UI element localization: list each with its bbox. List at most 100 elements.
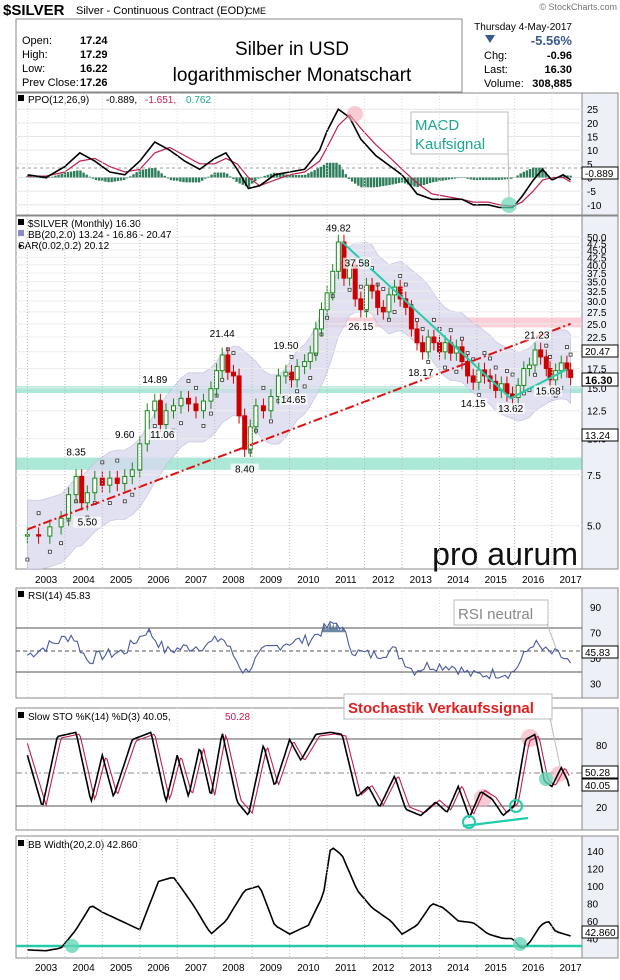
candle-body — [330, 270, 336, 294]
ppo-hist-bar — [201, 177, 204, 181]
ppo-hist-bar — [135, 172, 138, 178]
ppo-hist-bar — [157, 170, 160, 178]
key-level-label: 5.50 — [78, 518, 98, 529]
ppo-hist-bar — [32, 177, 35, 178]
ppo-y-tick: -10 — [587, 201, 602, 212]
rsi-y-tick: 90 — [590, 603, 602, 614]
bb-upper-tag — [581, 344, 619, 358]
candle-body — [307, 352, 313, 363]
sar-dot — [302, 384, 307, 389]
ppo-hist-bar — [503, 177, 507, 180]
key-level-bg — [110, 428, 139, 440]
ppo-hist-bar — [491, 177, 494, 180]
candle-body — [99, 477, 105, 486]
ppo-hist-bar — [304, 174, 307, 178]
ppo-hist-bar — [172, 177, 176, 181]
key-level-label: 26.15 — [348, 322, 373, 333]
x-tick-label: 2011 — [335, 575, 357, 586]
ppo-hist-bar — [357, 177, 360, 186]
key-level-label: 18.17 — [408, 368, 433, 379]
candle-body — [230, 371, 236, 377]
sar-dot — [220, 377, 225, 382]
x-tick-label: 2012 — [372, 575, 395, 586]
ppo-hist-bar — [113, 177, 116, 182]
ppo-hist-bar — [457, 177, 460, 179]
candle-body — [538, 349, 544, 358]
macd-annotation-pointer — [507, 149, 510, 198]
exchange: CME — [246, 6, 266, 16]
stoch-annotation-box — [343, 693, 553, 720]
price-legend-2: SAR(0.02,0.2) 20.12 — [18, 241, 110, 252]
key-level-label: 9.60 — [115, 430, 135, 441]
candle-body — [543, 356, 549, 370]
ppo-value-tag-text: -0.889 — [585, 169, 614, 180]
sar-dot — [544, 343, 549, 348]
ppo-hist-bar — [391, 177, 394, 185]
x-tick-label: 2016 — [522, 575, 545, 586]
candle-body — [476, 369, 482, 383]
candle-body — [358, 298, 364, 311]
key-level-bg — [279, 393, 308, 405]
price-y-tick: 30.0 — [587, 297, 607, 308]
sar-dot — [358, 284, 363, 289]
ppo-hist-bar — [472, 177, 476, 180]
ppo-hist-bar — [410, 177, 413, 186]
brand-logo: pro aurum — [432, 536, 578, 572]
key-level-bg — [346, 321, 375, 333]
sar-dot — [122, 499, 127, 504]
ppo-hist-bar — [191, 177, 195, 183]
bbwidth-y-tick: 140 — [587, 847, 604, 858]
ppo-hist-bar — [419, 177, 422, 187]
ppo-hist-bar — [291, 175, 294, 178]
candle-body — [335, 241, 341, 272]
ppo-hist-bar — [497, 177, 501, 180]
ppo-hist-bar — [144, 169, 148, 178]
sar-dot — [426, 360, 431, 364]
key-level-bg — [271, 339, 300, 351]
ppo-hist-bar — [397, 177, 401, 184]
candle-body — [73, 475, 79, 496]
ppo-hist-bar — [85, 174, 88, 178]
sar-dot — [115, 458, 120, 463]
ppo-hist-bar — [516, 175, 519, 178]
teal-trendline — [341, 241, 568, 400]
last-price-tag-text: 16.30 — [585, 375, 613, 387]
open-label: Open: — [22, 35, 52, 47]
candle-body — [268, 396, 274, 412]
ppo-hist-bar — [247, 177, 251, 187]
bbwidth-line — [27, 847, 571, 952]
candle-body — [532, 349, 538, 366]
volume-value: 308,885 — [532, 78, 572, 90]
ppo-hist-bar — [104, 177, 107, 182]
ppo-y-tick: -5 — [587, 187, 596, 198]
ppo-hist-bar — [257, 177, 260, 179]
ppo-hist-bar — [307, 173, 310, 178]
volume-label: Volume: — [484, 78, 524, 90]
ppo-hist-bar — [48, 177, 51, 178]
symbol: $SILVER — [3, 2, 65, 19]
key-level-label: 8.35 — [66, 447, 86, 458]
candle-body — [470, 375, 476, 383]
ppo-hist-bar — [319, 166, 323, 178]
sar-dot — [381, 287, 386, 291]
x-tick-label: 2010 — [297, 963, 320, 974]
ppo-hist-bar — [51, 176, 54, 178]
ppo-hist-bar — [97, 177, 101, 181]
ppo-histogram — [26, 162, 572, 188]
candle-body — [114, 477, 120, 484]
x-tick-label: 2005 — [110, 963, 133, 974]
price-y-tick: 45.0 — [587, 246, 607, 257]
ppo-hist-bar — [350, 177, 354, 182]
candle-body — [144, 410, 150, 445]
bb-lower-tag — [581, 428, 619, 442]
ppo-hist-bar — [447, 177, 451, 180]
candle-body — [208, 388, 214, 402]
rsi-y-tick: 70 — [590, 628, 602, 639]
x-tick-label: 2009 — [260, 575, 283, 586]
ppo-hist-bar — [63, 172, 67, 178]
ppo-hist-bar — [375, 177, 379, 188]
chg-label: Chg: — [484, 50, 507, 62]
high-label: High: — [22, 49, 48, 61]
red-trendline — [27, 322, 571, 531]
